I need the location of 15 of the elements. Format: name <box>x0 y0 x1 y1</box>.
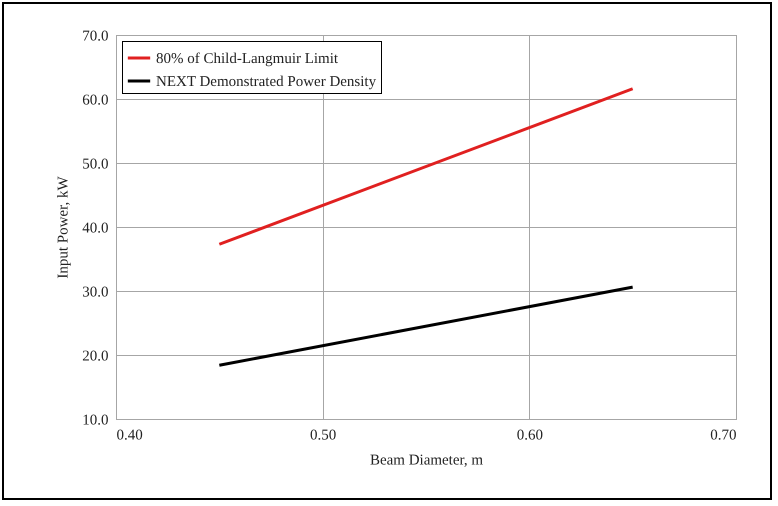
y-tick-label: 60.0 <box>82 92 108 108</box>
y-tick-label: 10.0 <box>82 412 108 428</box>
x-axis-title: Beam Diameter, m <box>370 452 484 468</box>
x-tick-label: 0.50 <box>310 428 336 444</box>
y-tick-label: 70.0 <box>82 28 108 44</box>
legend-label: NEXT Demonstrated Power Density <box>156 74 377 90</box>
x-tick-label: 0.40 <box>116 428 143 444</box>
y-axis-title: Input Power, kW <box>55 176 72 279</box>
y-tick-label: 30.0 <box>82 284 108 300</box>
x-tick-label: 0.70 <box>710 428 736 444</box>
y-tick-label: 50.0 <box>82 156 108 172</box>
x-tick-label: 0.60 <box>516 428 543 444</box>
y-tick-label: 20.0 <box>82 348 108 364</box>
y-tick-label: 40.0 <box>82 220 108 236</box>
legend-label: 80% of Child-Langmuir Limit <box>156 51 339 67</box>
